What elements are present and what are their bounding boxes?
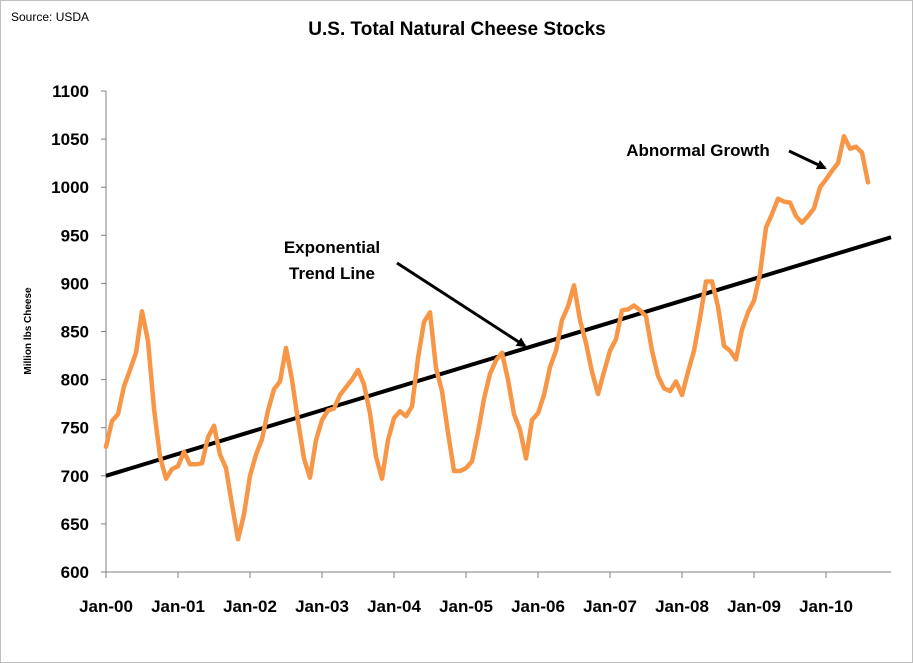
x-tick-label: Jan-00 <box>79 597 133 616</box>
y-tick-label: 950 <box>61 226 89 245</box>
y-tick-label: 750 <box>61 419 89 438</box>
axes-group <box>105 91 891 573</box>
y-tick-label: 1100 <box>52 82 89 101</box>
y-ticks-group: 600 650 700 750 800 850 900 950 1000 1050 1100 <box>51 82 106 582</box>
y-tick-label: 1000 <box>51 178 89 197</box>
annotation-trend: Exponential Trend Line <box>284 238 527 348</box>
y-tick-label: 850 <box>61 323 89 342</box>
source-note: Source: USDA <box>11 10 89 24</box>
x-ticks-group: Jan-00 Jan-01 Jan-02 Jan-03 Jan-04 Jan-05 Jan-… <box>79 572 853 616</box>
x-tick-label: Jan-02 <box>223 597 277 616</box>
y-tick-label: 600 <box>61 563 89 582</box>
x-tick-label: Jan-03 <box>295 597 349 616</box>
annotation-trend-line1: Exponential <box>284 238 380 257</box>
annotation-growth-arrow <box>788 149 827 170</box>
y-tick-label: 1050 <box>51 130 89 149</box>
series-line-cheese-stocks <box>103 133 871 542</box>
y-tick-label: 700 <box>61 467 89 486</box>
annotation-trend-arrow <box>396 261 527 348</box>
y-axis-label: Million lbs Cheese <box>23 287 34 375</box>
y-tick-label: 900 <box>61 274 89 293</box>
x-tick-label: Jan-08 <box>655 597 709 616</box>
x-tick-label: Jan-09 <box>727 597 781 616</box>
annotation-trend-line2: Trend Line <box>289 264 375 283</box>
x-tick-label: Jan-10 <box>799 597 853 616</box>
x-tick-label: Jan-06 <box>511 597 565 616</box>
annotation-growth-label: Abnormal Growth <box>626 141 770 160</box>
y-tick-label: 650 <box>61 515 89 534</box>
x-tick-label: Jan-04 <box>367 597 421 616</box>
y-tick-label: 800 <box>61 371 89 390</box>
x-tick-label: Jan-01 <box>151 597 205 616</box>
annotation-growth: Abnormal Growth <box>626 141 827 170</box>
x-tick-label: Jan-05 <box>439 597 493 616</box>
chart-title: U.S. Total Natural Cheese Stocks <box>308 19 605 40</box>
x-tick-label: Jan-07 <box>583 597 637 616</box>
